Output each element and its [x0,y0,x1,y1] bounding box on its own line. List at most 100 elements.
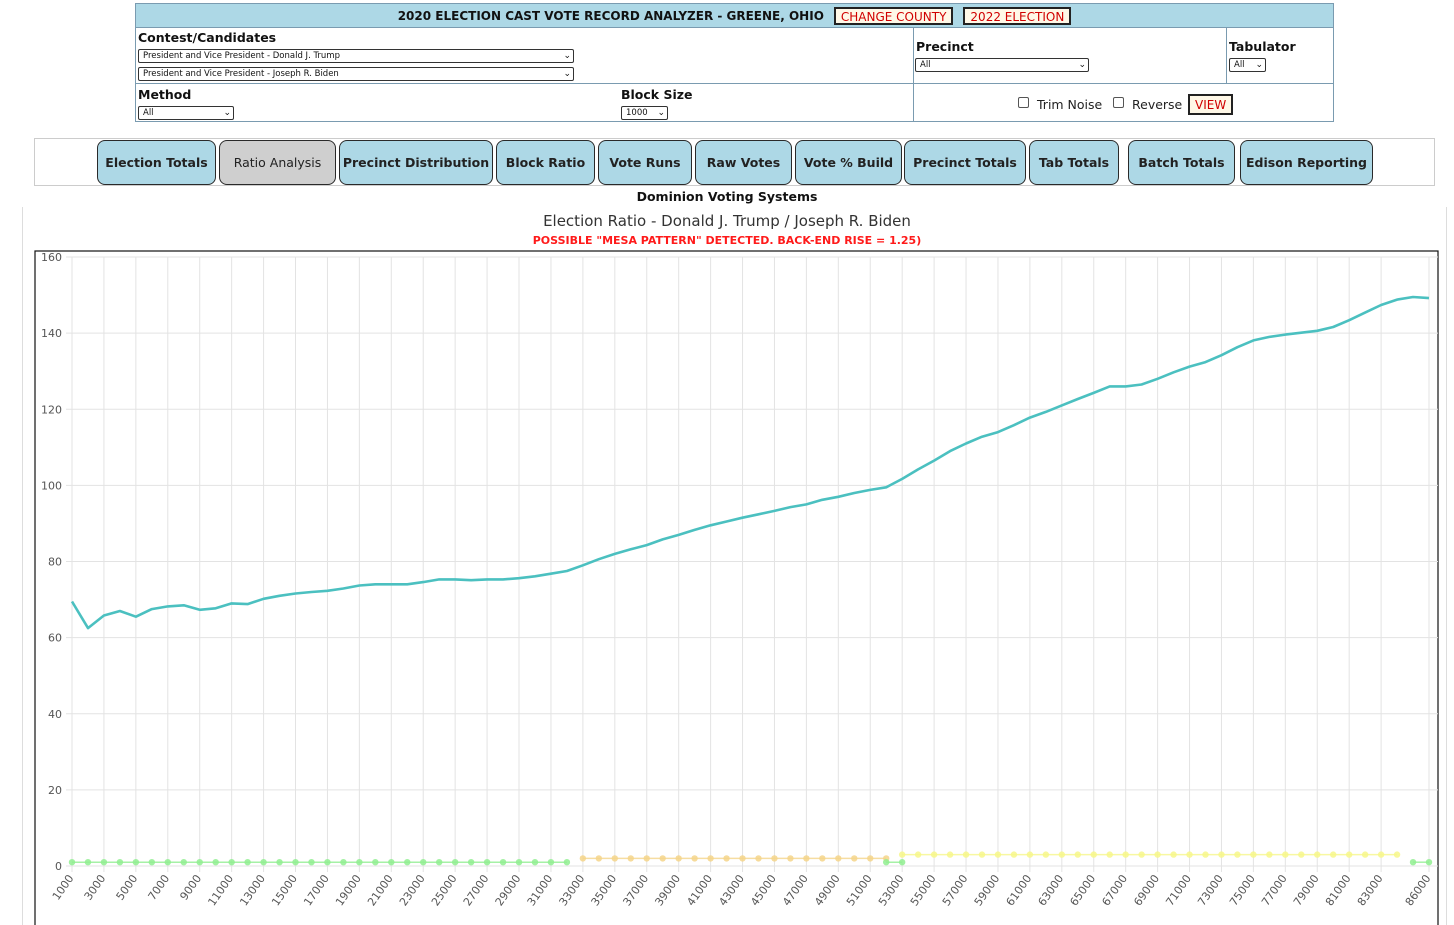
tab-ratio-analysis[interactable]: Ratio Analysis [219,140,336,185]
x-tick-label: 51000 [844,872,875,908]
mesa-point [196,858,203,866]
candidate2-value: President and Vice President - Joseph R.… [143,69,339,79]
x-tick-label: 75000 [1227,872,1258,908]
ratio-series-line [70,295,1430,630]
reverse-checkbox[interactable] [1113,97,1124,108]
x-tick-label: 23000 [397,872,428,908]
mesa-point [1393,851,1401,858]
mesa-point [659,855,666,862]
tab-vote-runs[interactable]: Vote Runs [598,140,692,185]
x-tick-label: 7000 [146,872,173,902]
mesa-point [356,858,363,866]
mesa-point [1058,851,1066,858]
change-county-button[interactable]: CHANGE COUNTY [833,6,954,25]
column-divider [913,27,914,122]
mesa-point [499,858,507,866]
election-2022-button[interactable]: 2022 ELECTION [963,6,1072,25]
mesa-point [467,858,475,866]
mesa-point [914,851,922,858]
y-tick-label: 120 [41,403,62,416]
chart-grid [66,256,1438,872]
mesa-point [595,855,603,862]
mesa-point [1074,851,1081,858]
mesa-point [84,858,92,866]
tabulator-label: Tabulator [1229,39,1296,54]
mesa-point [1010,851,1018,858]
mesa-point [867,855,874,862]
mesa-point [978,851,986,858]
tabulator-select[interactable]: All ⌄ [1229,58,1266,72]
tab-precinct-distribution[interactable]: Precinct Distribution [339,140,493,185]
chevron-down-icon: ⌄ [657,108,665,118]
trim-noise-label: Trim Noise [1037,97,1103,112]
mesa-point [116,858,124,866]
x-tick-label: 77000 [1259,872,1290,908]
x-tick-label: 15000 [269,872,300,908]
precinct-select[interactable]: All ⌄ [915,58,1089,72]
x-tick-label: 13000 [237,872,268,908]
method-select[interactable]: All ⌄ [138,106,234,120]
x-tick-label: 67000 [1099,872,1130,908]
method-label: Method [138,87,192,102]
mesa-point [420,858,427,866]
tab-vote-percent-build[interactable]: Vote % Build [795,140,902,185]
mesa-point [691,855,698,862]
trim-noise-checkbox[interactable] [1018,97,1029,108]
mesa-point [1186,851,1193,858]
chart-title: Election Ratio - Donald J. Trump / Josep… [543,212,911,230]
chevron-down-icon: ⌄ [1255,60,1263,70]
reverse-label: Reverse [1132,97,1183,112]
tab-block-ratio[interactable]: Block Ratio [496,140,595,185]
tab-batch-totals[interactable]: Batch Totals [1128,140,1235,185]
mesa-markers [68,851,1433,866]
column-divider-2 [1226,27,1227,83]
mesa-point [851,855,858,862]
mesa-point [1282,851,1289,858]
mesa-point [228,858,235,866]
view-button[interactable]: VIEW [1188,94,1234,115]
x-tick-label: 27000 [461,872,492,908]
mesa-point [1425,858,1433,866]
mesa-point [388,858,395,866]
x-tick-label: 55000 [908,872,939,908]
mesa-point [1234,851,1241,858]
vendor-subtitle: Dominion Voting Systems [636,189,818,204]
chevron-down-icon: ⌄ [563,51,571,61]
tab-tab-totals[interactable]: Tab Totals [1029,140,1119,185]
mesa-point [276,858,283,866]
x-tick-label: 65000 [1067,872,1098,908]
mesa-point [563,858,571,866]
mesa-point [1266,851,1273,858]
x-tick-label: 33000 [557,872,588,908]
mesa-point [755,855,762,862]
x-tick-label: 73000 [1195,872,1226,908]
candidate2-select[interactable]: President and Vice President - Joseph R.… [138,67,574,81]
control-panel: 2020 ELECTION CAST VOTE RECORD ANALYZER … [135,3,1334,122]
x-tick-label: 57000 [940,872,971,908]
mesa-point [787,855,794,862]
contest-label: Contest/Candidates [138,30,277,45]
mesa-point [340,858,347,866]
tab-bar: Election Totals Ratio Analysis Precinct … [34,138,1435,186]
mesa-point [1090,851,1097,858]
candidate1-select[interactable]: President and Vice President - Donald J.… [138,49,574,63]
mesa-point [1409,858,1417,866]
mesa-point [1122,851,1129,858]
tab-precinct-totals[interactable]: Precinct Totals [904,140,1026,185]
x-tick-label: 39000 [652,872,683,908]
tab-election-totals[interactable]: Election Totals [97,140,216,185]
mesa-point [1138,851,1145,858]
mesa-point [579,855,587,862]
x-tick-label: 53000 [876,872,907,908]
block-size-select[interactable]: 1000 ⌄ [621,106,668,120]
content-border-right [1446,207,1447,925]
chart-frame [34,250,1439,925]
mesa-point [164,858,171,866]
mesa-point [132,858,140,866]
mesa-point [883,858,890,866]
tab-raw-votes[interactable]: Raw Votes [695,140,792,185]
x-tick-label: 21000 [365,872,396,908]
tab-edison-reporting[interactable]: Edison Reporting [1240,140,1373,185]
mesa-point [819,855,826,862]
mesa-point [483,858,491,866]
